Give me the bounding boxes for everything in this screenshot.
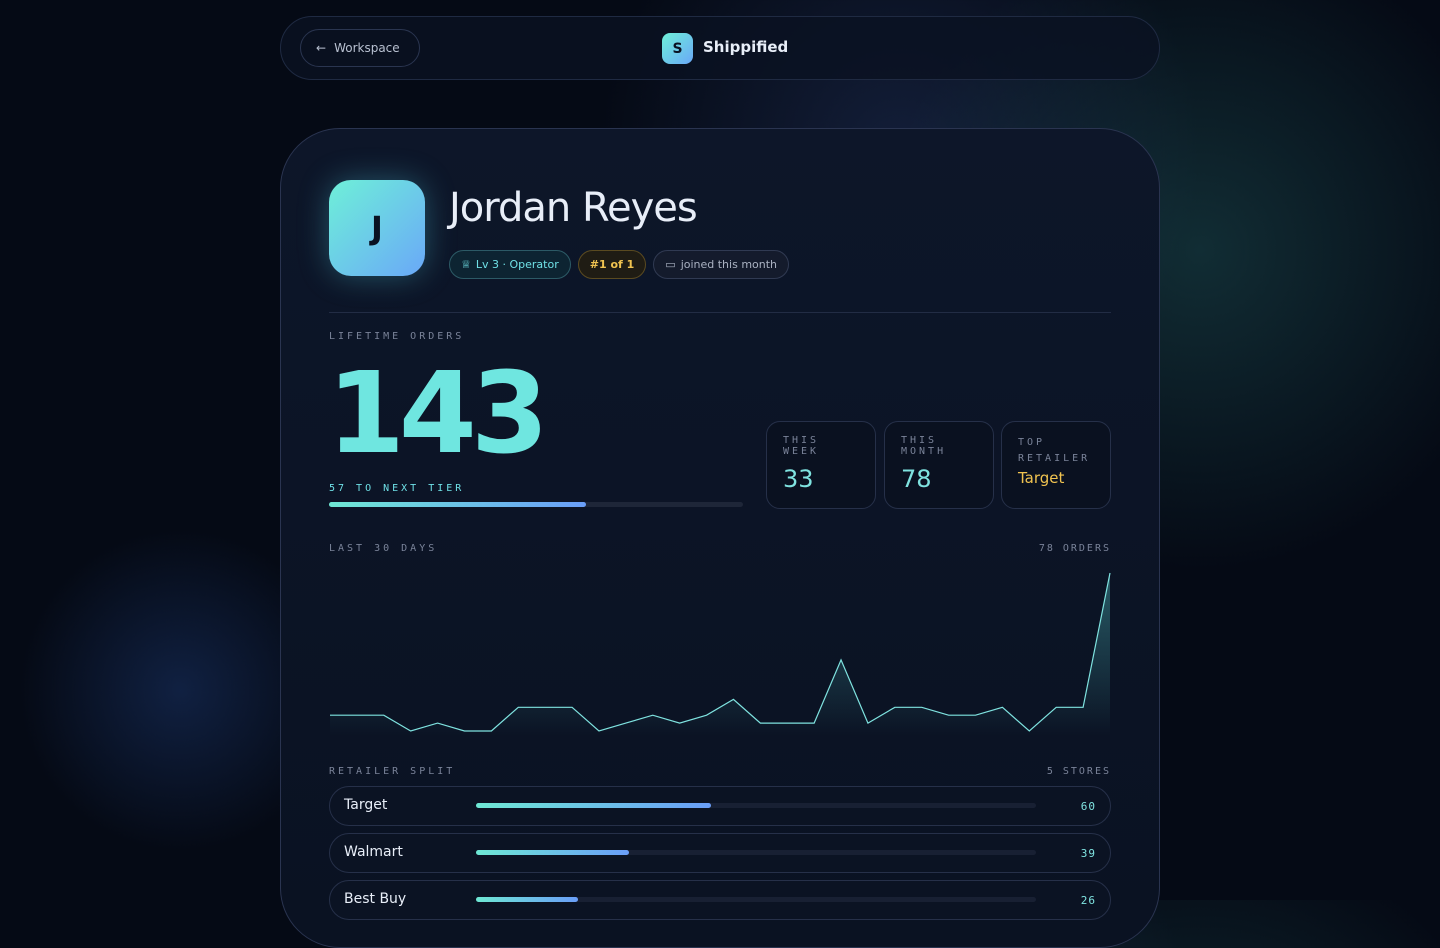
back-label: Workspace — [334, 41, 400, 55]
top-bar: ← Workspace S Shippified — [280, 16, 1160, 80]
retailer-track — [476, 803, 1036, 808]
retailer-bar — [476, 850, 629, 855]
stat-box: TOP RETAILER Target — [1001, 421, 1111, 509]
back-button[interactable]: ← Workspace — [300, 29, 420, 67]
retailer-value: 39 — [1080, 847, 1096, 860]
section-label: LIFETIME ORDERS — [329, 331, 465, 342]
stat-label: TOP RETAILER — [1018, 437, 1091, 464]
sparkline-line — [330, 572, 1111, 732]
level-badge: ♕ Lv 3 · Operator — [449, 250, 571, 279]
retailer-track — [476, 850, 1036, 855]
retailer-name: Target — [344, 797, 388, 813]
chart-subtitle: 78 ORDERS — [1038, 543, 1111, 554]
avatar: J — [329, 180, 425, 276]
joined-badge: ▭ joined this month — [653, 250, 790, 279]
retailer-name: Best Buy — [344, 891, 407, 907]
stat-box: THIS WEEK 33 — [766, 421, 876, 509]
retailer-row: Target 60 — [329, 786, 1111, 826]
sparkline — [330, 572, 1111, 736]
tier-track — [329, 502, 743, 507]
badge-text: Lv 3 · Operator — [475, 258, 559, 271]
retailer-name: Walmart — [344, 844, 403, 860]
tier-progress — [329, 502, 586, 507]
section-label: RETAILER SPLIT — [329, 766, 456, 777]
next-tier: 57 TO NEXT TIER — [329, 483, 465, 494]
badge-text: joined this month — [680, 258, 778, 271]
retailer-value: 60 — [1080, 800, 1096, 813]
divider — [329, 312, 1111, 313]
sparkline-area — [330, 573, 1110, 736]
brand-logo: S — [662, 33, 693, 64]
retailer-row: Best Buy 26 — [329, 880, 1111, 920]
stat-label: THIS WEEK — [783, 435, 820, 457]
chart-title: LAST 30 DAYS — [329, 543, 438, 554]
back-arrow: ← — [316, 41, 327, 55]
stat-value: Target — [1018, 469, 1065, 487]
badges: ♕ Lv 3 · Operator #1 of 1 ▭ joined this mo… — [449, 250, 790, 279]
store-count: 5 STORES — [1046, 766, 1111, 777]
lifetime-orders: 143 — [327, 349, 549, 479]
retailer-row: Walmart 39 — [329, 833, 1111, 873]
user-name: Jordan Reyes — [449, 185, 698, 231]
retailer-value: 26 — [1080, 894, 1096, 907]
stat-box: THIS MONTH 78 — [884, 421, 994, 509]
stat-value: 78 — [901, 465, 932, 493]
rank-badge: #1 of 1 — [577, 250, 647, 279]
badge-text: #1 of 1 — [589, 258, 635, 271]
stat-value: 33 — [783, 465, 814, 493]
profile-card: J Jordan Reyes ♕ Lv 3 · Operator #1 of 1 … — [280, 128, 1160, 948]
brand-name: Shippified — [703, 38, 789, 56]
stat-label: THIS MONTH — [901, 435, 947, 457]
retailer-bar — [476, 803, 711, 808]
